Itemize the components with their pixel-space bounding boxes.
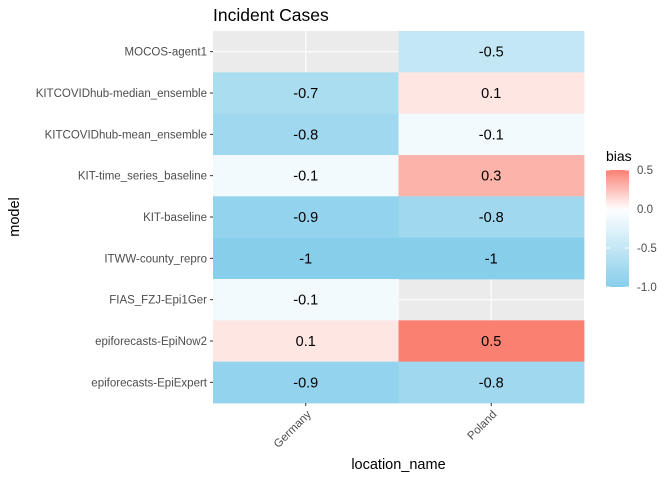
x-axis-title: location_name <box>351 457 445 473</box>
heatmap-cell <box>213 279 399 321</box>
heatmap-cell <box>398 155 585 197</box>
heatmap-cell <box>398 72 585 115</box>
x-tick-label: Germany <box>272 408 314 450</box>
heatmap-cell <box>213 361 399 404</box>
cell-labels: -0.5 -0.7 0.1 -0.8 -0.1 -0.1 0.3 -0.9 -0.8 -1 -1 -0… <box>293 45 504 392</box>
heatmap-cell <box>398 237 585 280</box>
legend-tick-label: 0.0 <box>637 204 653 216</box>
heatmap-cell <box>213 320 399 363</box>
y-tick-label: KIT-baseline <box>143 212 207 224</box>
cell-value-label: -0.8 <box>479 375 504 391</box>
x-axis-ticks: Germany Poland <box>272 403 499 451</box>
cell-value-label: -0.8 <box>293 127 318 143</box>
cell-value-label: 0.5 <box>481 334 501 350</box>
y-tick-label: ITWW-county_repro <box>104 253 207 265</box>
cell-value-label: -1 <box>485 251 498 267</box>
y-tick-label: KITCOVIDhub-median_ensemble <box>36 88 207 100</box>
legend-tick-label: -0.5 <box>637 243 657 255</box>
cell-value-label: 0.3 <box>481 169 501 185</box>
heatmap-cell <box>398 361 585 404</box>
heatmap-cell <box>398 320 585 363</box>
cell-value-label: -0.1 <box>293 169 318 185</box>
y-tick-label: KIT-time_series_baseline <box>78 171 207 183</box>
heatmap-cell <box>398 113 585 156</box>
cell-value-label: -0.8 <box>479 210 504 226</box>
legend: bias 0.5 0.0 -0.5 -1.0 <box>606 148 657 294</box>
y-tick-label: FIAS_FZJ-Epi1Ger <box>109 295 207 307</box>
y-axis-ticks: MOCOS-agent1 KITCOVIDhub-median_ensemble K… <box>36 47 213 389</box>
cell-value-label: 0.1 <box>481 86 501 102</box>
cell-value-label: -1 <box>299 251 312 267</box>
legend-tick-label: -1.0 <box>637 282 657 294</box>
x-tick-label: Poland <box>466 409 500 443</box>
y-tick-label: KITCOVIDhub-mean_ensemble <box>45 129 207 141</box>
legend-tick-label: 0.5 <box>637 165 653 177</box>
cell-value-label: 0.1 <box>296 334 316 350</box>
cell-value-label: -0.7 <box>293 86 318 102</box>
y-axis-title: model <box>7 197 23 237</box>
heatmap-cell <box>398 31 585 73</box>
heatmap-cells <box>213 31 585 404</box>
heatmap-cell <box>398 196 585 239</box>
heatmap-cell <box>213 72 399 115</box>
heatmap-cell <box>213 113 399 156</box>
cell-value-label: -0.1 <box>293 293 318 309</box>
cell-value-label: -0.1 <box>479 127 504 143</box>
cell-value-label: -0.5 <box>479 45 504 61</box>
heatmap-cell <box>213 237 399 280</box>
legend-color-bar <box>606 170 629 287</box>
chart-title: Incident Cases <box>213 5 329 25</box>
cell-value-label: -0.9 <box>293 375 318 391</box>
y-tick-label: epiforecasts-EpiExpert <box>91 377 207 389</box>
heatmap-cell <box>213 196 399 239</box>
cell-value-label: -0.9 <box>293 210 318 226</box>
legend-title: bias <box>606 148 632 164</box>
heatmap-cell <box>213 155 399 197</box>
y-tick-label: epiforecasts-EpiNow2 <box>95 336 207 348</box>
y-tick-label: MOCOS-agent1 <box>125 47 207 59</box>
